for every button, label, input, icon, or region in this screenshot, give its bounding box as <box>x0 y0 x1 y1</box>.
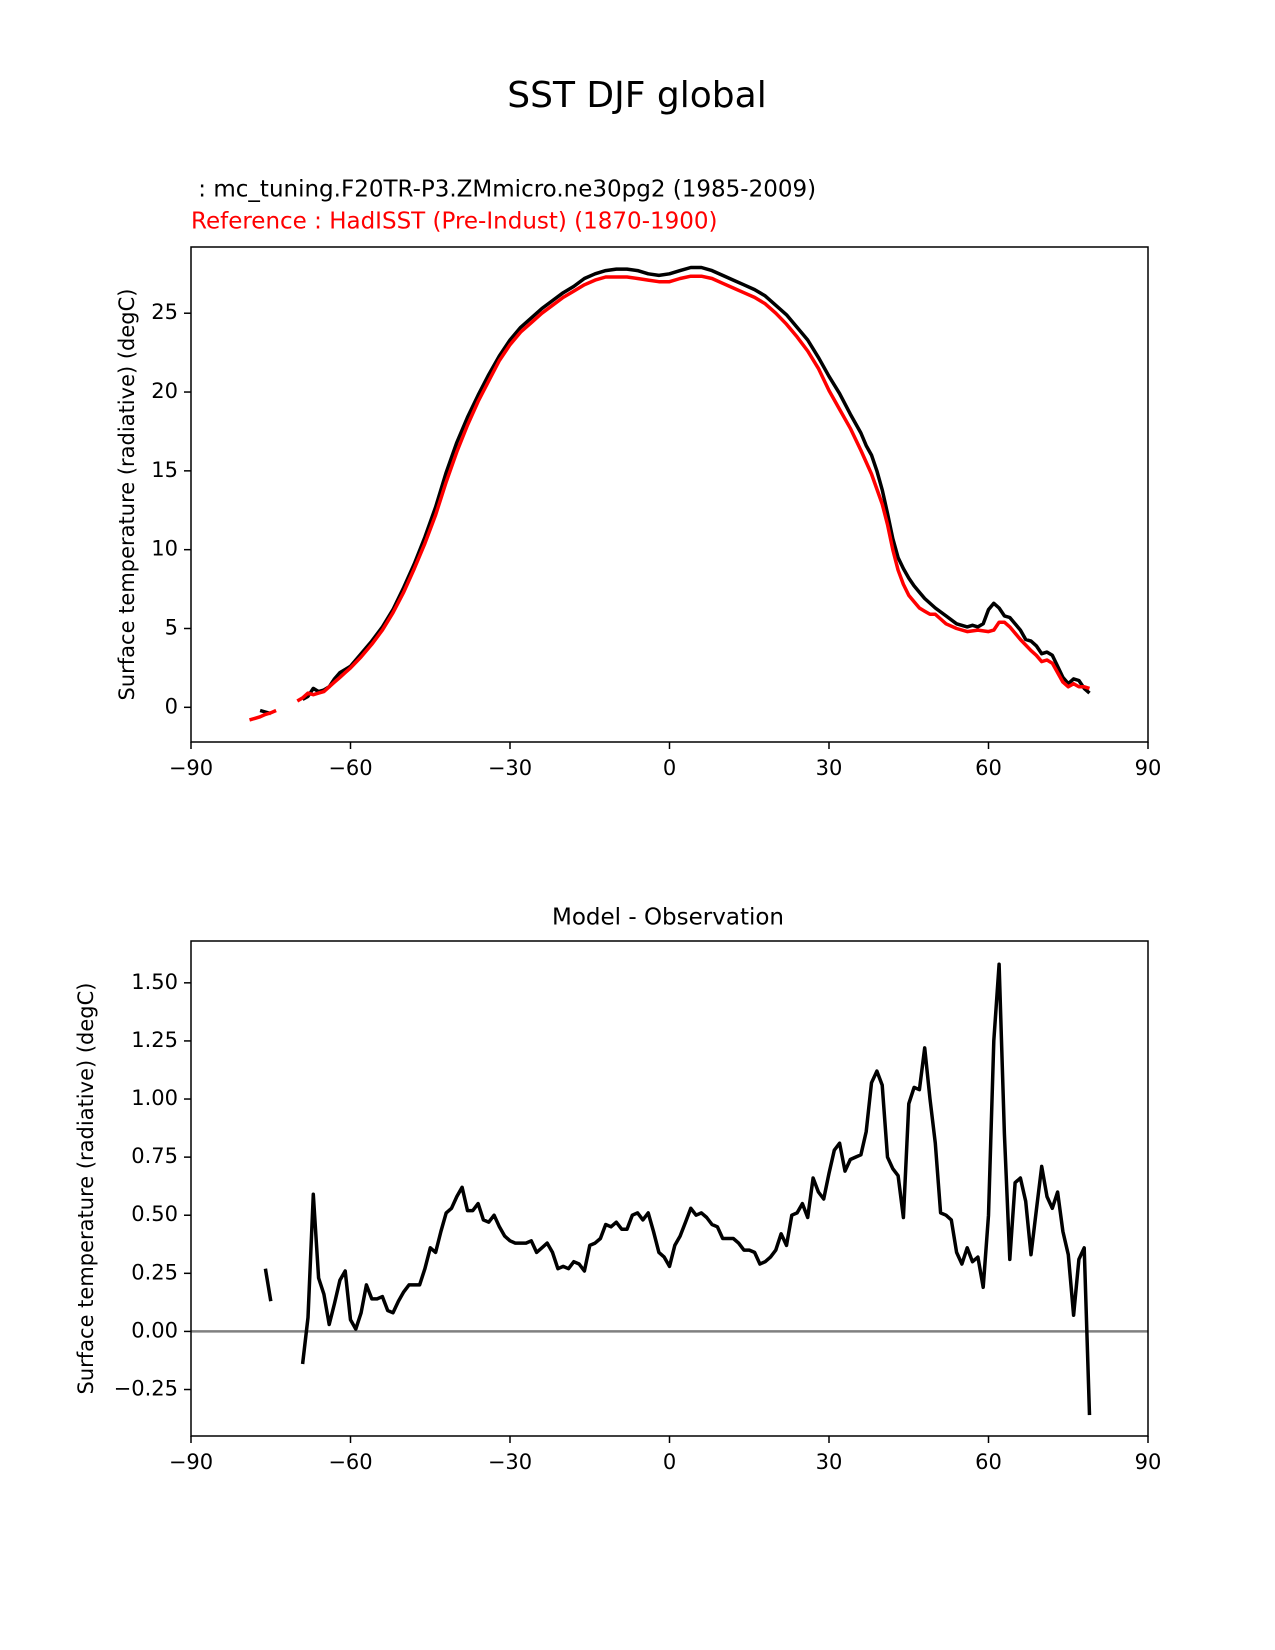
top-line-chart: −90 −60 −30 0 30 60 90 0 5 10 15 20 25 Surface temper… <box>115 246 1162 780</box>
y-tick-label: 0 <box>165 694 178 718</box>
x-tick-label: 90 <box>1135 1450 1162 1474</box>
y-tick-label: 0.00 <box>131 1318 178 1342</box>
plot-frame <box>190 246 1149 743</box>
y-axis-label: Surface temperature (radiative) (degC) <box>115 289 139 701</box>
x-tick-label: 60 <box>975 1450 1002 1474</box>
y-tick-label: 20 <box>151 379 178 403</box>
x-tick-label: −60 <box>328 1450 372 1474</box>
series-1-line-segment-0 <box>249 708 277 722</box>
figure-suptitle: SST DJF global <box>507 75 766 116</box>
series-0-line-segment-1 <box>301 265 1091 701</box>
x-tick-label: −90 <box>169 756 213 780</box>
y-tick-label: 15 <box>151 458 178 482</box>
y-tick-label: 25 <box>151 300 178 324</box>
x-tick-label: 30 <box>816 1450 843 1474</box>
x-tick-label: 90 <box>1135 756 1162 780</box>
x-tick-label: −60 <box>328 756 372 780</box>
x-tick-label: −30 <box>488 1450 532 1474</box>
bottom-title: Model - Observation <box>552 905 784 931</box>
y-tick-label: 0.25 <box>131 1260 178 1284</box>
x-tick-label: 60 <box>975 756 1002 780</box>
y-tick-label: 0.50 <box>131 1202 178 1226</box>
x-tick-label: 30 <box>816 756 843 780</box>
difference-line-chart: −90 −60 −30 0 30 60 90 −0.25 0.00 0.25 0.50 0.75 1.0… <box>74 940 1162 1474</box>
y-tick-label: −0.25 <box>114 1377 178 1401</box>
y-tick-label: 0.75 <box>131 1144 178 1168</box>
x-tick-label: 0 <box>663 1450 676 1474</box>
series-0-line-segment-0 <box>263 1268 273 1302</box>
y-tick-label: 1.25 <box>131 1028 178 1052</box>
series-0-line-segment-1 <box>300 962 1092 1416</box>
y-tick-label: 1.50 <box>131 970 178 994</box>
plot-frame <box>190 940 1149 1437</box>
x-tick-label: −30 <box>488 756 532 780</box>
y-tick-label: 10 <box>151 537 178 561</box>
series-1-line-segment-1 <box>296 274 1091 703</box>
x-tick-label: 0 <box>663 756 676 780</box>
top-title-line-1: : mc_tuning.F20TR-P3.ZMmicro.ne30pg2 (19… <box>191 177 816 203</box>
y-axis-label: Surface temperature (radiative) (degC) <box>74 983 98 1395</box>
y-tick-label: 1.00 <box>131 1086 178 1110</box>
top-title-line-2: Reference : HadISST (Pre-Indust) (1870-1… <box>191 209 718 235</box>
x-tick-label: −90 <box>169 1450 213 1474</box>
y-tick-label: 5 <box>165 615 178 639</box>
